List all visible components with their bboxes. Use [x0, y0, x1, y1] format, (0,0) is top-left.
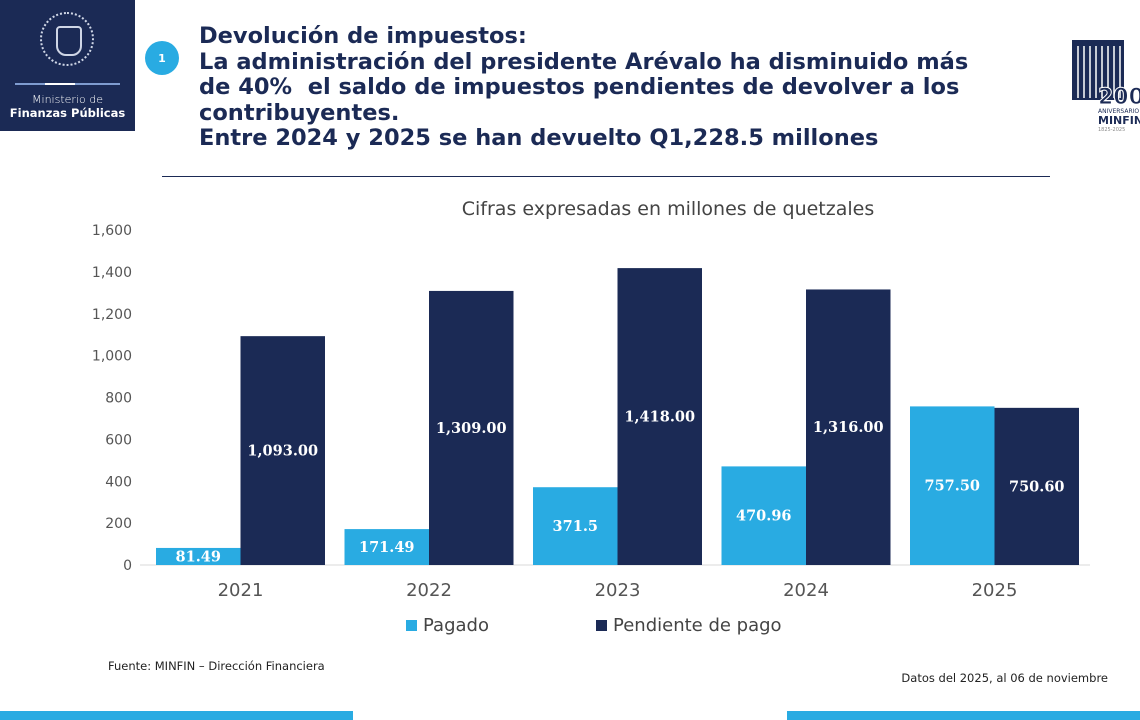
chart-legend: Pagado Pendiente de pago [406, 615, 782, 636]
legend-label-pagado: Pagado [423, 615, 489, 636]
anniversary-logo: 200 ANIVERSARIO MINFIN 1825-2025 [1068, 32, 1140, 132]
footer-accent-left [0, 711, 353, 720]
y-tick-label: 1,400 [92, 265, 132, 281]
data-label: 1,418.00 [624, 409, 695, 426]
bar-pagado-2025 [910, 406, 995, 565]
y-tick-label: 200 [105, 516, 132, 532]
source-note: Fuente: MINFIN – Dirección Financiera [108, 659, 325, 673]
bar-pagado-2023 [533, 487, 618, 565]
y-tick-label: 800 [105, 391, 132, 407]
date-note: Datos del 2025, al 06 de noviembre [901, 671, 1108, 685]
footer-accent-right [787, 711, 1140, 720]
data-label: 1,316.00 [813, 419, 884, 436]
title-line: Entre 2024 y 2025 se han devuelto Q1,228… [199, 125, 879, 151]
legend-item-pagado: Pagado [406, 615, 596, 636]
title-line: Devolución de impuestos: [199, 23, 527, 49]
bar-pendiente-2021 [240, 336, 325, 565]
bar-pagado-2021 [156, 547, 241, 565]
chart-title: Cifras expresadas en millones de quetzal… [461, 198, 875, 220]
y-tick-label: 1,000 [92, 349, 132, 365]
legend-swatch-pendiente [596, 620, 607, 631]
bar-pendiente-2024 [806, 289, 891, 565]
data-label: 757.50 [925, 478, 981, 495]
title-divider [162, 176, 1050, 177]
bar-pagado-2022 [344, 529, 429, 565]
bar-pendiente-2025 [994, 407, 1079, 565]
bar-pendiente-2023 [617, 268, 702, 565]
data-label: 1,309.00 [436, 420, 507, 437]
legend-label-pendiente: Pendiente de pago [613, 615, 782, 636]
legend-swatch-pagado [406, 620, 417, 631]
data-label: 470.96 [736, 508, 792, 525]
data-label: 371.5 [553, 518, 598, 535]
y-tick-label: 400 [105, 474, 132, 490]
guatemala-seal-icon [40, 12, 94, 66]
page-title: Devolución de impuestos: La administraci… [199, 23, 1059, 152]
minfin-logo: Ministerio de Finanzas Públicas [0, 0, 135, 131]
logo-text-finanzas: Finanzas Públicas [9, 106, 126, 120]
bar-pendiente-2022 [429, 290, 514, 565]
x-tick-label: 2021 [218, 580, 264, 601]
title-line: de 40% el saldo de impuestos pendientes … [199, 74, 960, 100]
legend-item-pendiente: Pendiente de pago [596, 615, 782, 636]
y-tick-label: 1,200 [92, 307, 132, 323]
data-label: 81.49 [176, 548, 221, 565]
x-tick-label: 2025 [972, 580, 1018, 601]
data-label: 750.60 [1009, 478, 1065, 495]
y-tick-label: 1,600 [92, 223, 132, 239]
y-tick-label: 0 [123, 558, 132, 574]
svg-text:1825-2025: 1825-2025 [1098, 127, 1125, 132]
data-label: 1,093.00 [247, 443, 318, 460]
title-line: La administración del presidente Arévalo… [199, 48, 969, 75]
svg-text:200: 200 [1098, 85, 1140, 110]
svg-text:MINFIN: MINFIN [1098, 114, 1140, 127]
logo-text-ministerio: Ministerio de [32, 93, 103, 106]
x-tick-label: 2022 [406, 580, 452, 601]
slide-number-badge: 1 [145, 41, 179, 75]
x-tick-label: 2024 [783, 580, 829, 601]
y-tick-label: 600 [105, 432, 132, 448]
bar-pagado-2024 [721, 466, 806, 565]
svg-text:ANIVERSARIO: ANIVERSARIO [1098, 108, 1139, 115]
data-label: 171.49 [359, 539, 415, 556]
x-tick-label: 2023 [595, 580, 641, 601]
title-line: contribuyentes. [199, 99, 400, 126]
